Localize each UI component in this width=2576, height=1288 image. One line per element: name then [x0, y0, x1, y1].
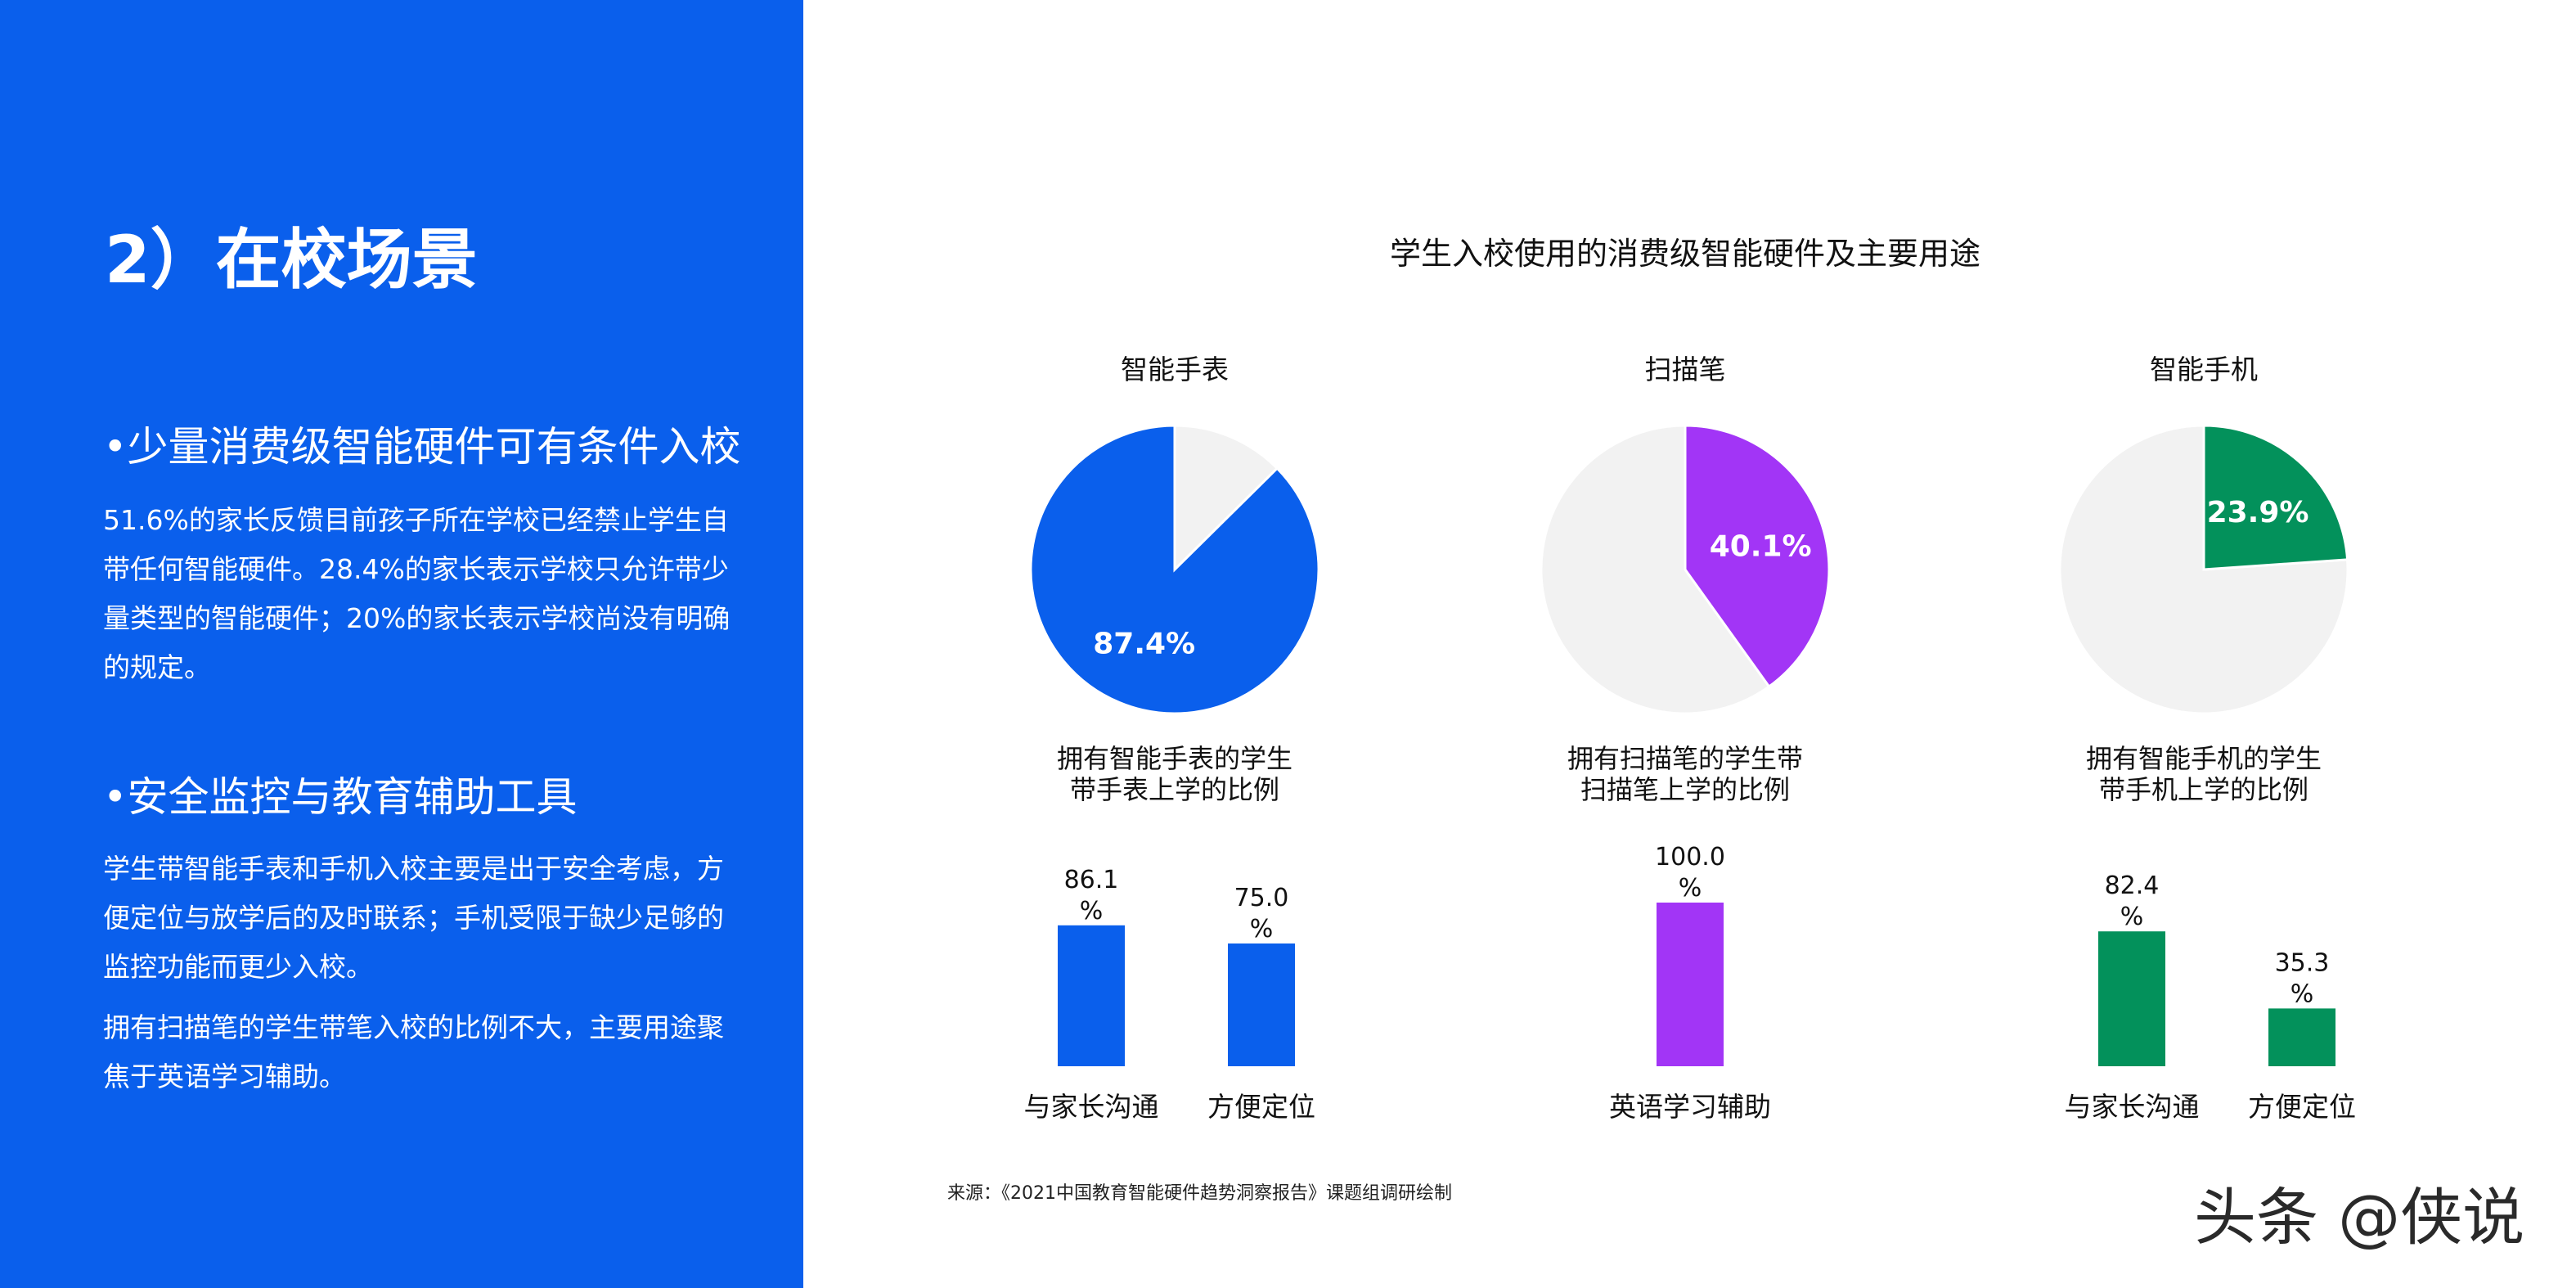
pie-value-label: 40.1%: [1710, 529, 1812, 563]
bar-value-label: 100.0: [1655, 843, 1725, 871]
chart-title: 学生入校使用的消费级智能硬件及主要用途: [1389, 236, 1980, 272]
pie-title: 扫描笔: [1645, 354, 1726, 385]
pie-caption-line: 拥有智能手机的学生: [2086, 743, 2322, 774]
pie-title: 智能手表: [1121, 354, 1229, 385]
watermark: 头条 @侠说: [2194, 1181, 2525, 1254]
bar-value-label: 86.1: [1064, 866, 1119, 894]
bar-value-label: 75.0: [1234, 884, 1289, 912]
bar-category-label: 英语学习辅助: [1609, 1091, 1771, 1123]
bar-category-label: 与家长沟通: [1024, 1091, 1159, 1123]
pie-caption-line: 扫描笔上学的比例: [1580, 774, 1790, 805]
section1-title: •少量消费级智能硬件可有条件入校: [103, 423, 741, 471]
pie-value-label: 23.9%: [2207, 496, 2309, 529]
pie-slice-rest: [1173, 424, 1279, 573]
source-note: 来源：《2021中国教育智能硬件趋势洞察报告》课题组调研绘制: [947, 1183, 1452, 1204]
bar-value-unit: %: [1250, 915, 1274, 943]
bar: [2098, 931, 2165, 1066]
bar: [2268, 1008, 2335, 1066]
section2-body2: 拥有扫描笔的学生带笔入校的比例不大，主要用途聚焦于英语学习辅助。: [103, 1011, 724, 1092]
section2-body1: 学生带智能手表和手机入校主要是出于安全考虑，方便定位与放学后的及时联系；手机受限…: [103, 853, 724, 983]
bar: [1228, 943, 1295, 1066]
pie-slice-rest: [2058, 424, 2349, 715]
pie-slice-rest: [1540, 424, 1771, 715]
pie-slice-value: [2202, 424, 2349, 571]
section1-body: 51.6%的家长反馈目前孩子所在学校已经禁止学生自带任何智能硬件。28.4%的家…: [103, 504, 731, 683]
bar-value-label: 82.4: [2105, 871, 2160, 900]
pie-slice-value: [1684, 424, 1831, 689]
bar-category-label: 与家长沟通: [2065, 1091, 2200, 1123]
left-panel: 2）在校场景 •少量消费级智能硬件可有条件入校 51.6%的家长反馈目前孩子所在…: [0, 0, 803, 1288]
pie-caption-line: 带手机上学的比例: [2099, 774, 2309, 805]
pie-caption-line: 拥有智能手表的学生: [1057, 743, 1292, 774]
bar-value-unit: %: [2291, 980, 2314, 1008]
section2-title: •安全监控与教育辅助工具: [103, 773, 578, 821]
bar-value-unit: %: [1080, 897, 1104, 925]
bar-value-label: 35.3: [2275, 948, 2330, 977]
bar-value-unit: %: [1679, 874, 1702, 903]
bar-category-label: 方便定位: [2248, 1091, 2356, 1123]
pie-value-label: 87.4%: [1093, 627, 1195, 660]
bar: [1058, 925, 1125, 1066]
pie-slice-value: [1029, 424, 1320, 715]
pie-caption-line: 拥有扫描笔的学生带: [1567, 743, 1803, 774]
page-heading: 2）在校场景: [105, 222, 478, 298]
bar: [1657, 903, 1724, 1066]
pie-title: 智能手机: [2150, 354, 2258, 385]
bar-value-unit: %: [2120, 903, 2144, 931]
bar-category-label: 方便定位: [1207, 1091, 1315, 1123]
pie-caption-line: 带手表上学的比例: [1070, 774, 1279, 805]
